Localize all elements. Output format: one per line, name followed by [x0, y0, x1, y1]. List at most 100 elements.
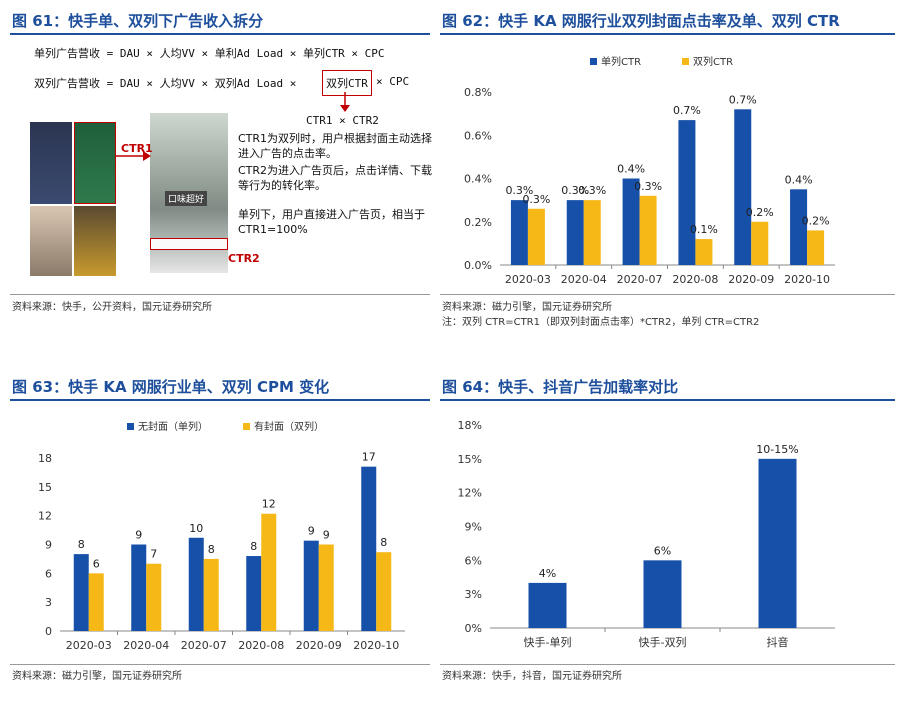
bar-series1 [566, 200, 584, 265]
bar-series2 [807, 230, 825, 265]
y-tick-label: 0.6% [464, 129, 492, 142]
bar-series2 [527, 208, 545, 265]
fig61-title-rule [10, 33, 430, 35]
legend-swatch [682, 58, 689, 65]
data-label: 6% [654, 544, 671, 557]
x-tick-label: 2020-08 [238, 639, 284, 652]
fig62-note: 注：双列 CTR=CTR1（即双列封面点击率）*CTR2，单列 CTR=CTR2 [442, 317, 760, 328]
data-label: 0.2% [746, 206, 774, 219]
bar-series1 [643, 560, 682, 628]
bar-series1 [790, 189, 808, 265]
data-label: 4% [539, 567, 556, 580]
fig61-formula-single: 单列广告营收 = DAU × 人均VV × 单利Ad Load × 单列CTR … [34, 47, 385, 60]
data-label: 0.7% [729, 93, 757, 106]
data-label: 0.7% [673, 104, 701, 117]
data-label: 6 [93, 557, 100, 570]
fig63-title-rule [10, 399, 430, 401]
y-tick-label: 6 [45, 567, 52, 580]
legend-swatch [127, 423, 134, 430]
fig61-ctr-product: CTR1 × CTR2 [306, 114, 379, 127]
y-tick-label: 6% [465, 554, 482, 567]
data-label: 0.3% [634, 180, 662, 193]
y-tick-label: 18% [458, 419, 482, 432]
y-tick-label: 12 [38, 510, 52, 523]
fig61-ctr1-arrow [116, 151, 151, 161]
bar-series1 [734, 109, 752, 265]
data-label: 10-15% [756, 443, 798, 456]
fig63-title: 图 63：快手 KA 网服行业单、双列 CPM 变化 [12, 378, 330, 396]
data-label: 0.4% [785, 173, 813, 186]
x-tick-label: 2020-10 [784, 273, 830, 286]
bar-series2 [583, 200, 601, 265]
fig61-title: 图 61：快手单、双列下广告收入拆分 [12, 12, 264, 30]
bar-series1 [188, 537, 204, 631]
fig61-image-caption: 口味超好 [165, 191, 208, 206]
fig61-note-ctr2: CTR2为进入广告页后，点击详情、下载等行为的转化率。 [238, 164, 433, 192]
y-tick-label: 15% [458, 453, 482, 466]
bar-series2 [639, 195, 657, 265]
y-tick-label: 0.4% [464, 173, 492, 186]
bar-series2 [376, 552, 392, 631]
data-label: 7 [150, 548, 157, 561]
x-tick-label: 2020-04 [561, 273, 607, 286]
bar-series1 [528, 582, 567, 628]
data-label: 0.3% [505, 184, 533, 197]
y-tick-label: 9 [45, 539, 52, 552]
y-tick-label: 3 [45, 596, 52, 609]
fig64-chart: 0% 3% 6% 9% 12% 15% 18% 快手-单列 快手-双列 抖音 4% 6% 10-15% [458, 419, 835, 649]
fig61-ctr1-label: CTR1 [121, 142, 153, 155]
bar-series1 [361, 466, 377, 631]
bar-series2 [88, 573, 104, 631]
fig61-note-ctr1: CTR1为双列时，用户根据封面主动选择进入广告的点击率。 [238, 132, 433, 160]
legend-swatch [243, 423, 250, 430]
x-tick-label: 2020-03 [505, 273, 551, 286]
fig61-screenshot-tile-ad [74, 122, 116, 204]
fig61-screenshot-tile [30, 122, 72, 204]
y-tick-label: 0 [45, 625, 52, 638]
y-tick-label: 12% [458, 487, 482, 500]
bar-series1 [131, 544, 147, 631]
data-label: 0.1% [690, 223, 718, 236]
fig64-title-rule [440, 399, 895, 401]
fig63-source: 资料来源：磁力引擎，国元证券研究所 [12, 671, 182, 682]
data-label: 10 [189, 522, 203, 535]
x-tick-label: 2020-07 [181, 639, 227, 652]
bar-series1 [510, 200, 528, 265]
data-label: 17 [362, 451, 376, 464]
fig61-source-rule [10, 294, 430, 295]
fig63-chart: 0 3 6 9 12 15 18 2020-03 2020-04 2020-07 2020-08 20… [38, 420, 405, 652]
data-label: 0.3% [561, 184, 589, 197]
fig61-double-ctr-box: 双列CTR [322, 70, 372, 96]
fig64-source-rule [440, 664, 895, 665]
data-label: 9 [308, 525, 315, 538]
data-label: 8 [78, 538, 85, 551]
bar-series2 [146, 563, 162, 631]
fig61-note-single: 单列下，用户直接进入广告页，相当于CTR1=100% [238, 208, 425, 236]
fig61-down-arrow [340, 92, 350, 112]
x-tick-label: 快手-双列 [639, 635, 687, 649]
fig62-chart: 0.0% 0.2% 0.4% 0.6% 0.8% 2020-03 2020-04 2020-0… [464, 55, 835, 286]
x-tick-label: 2020-10 [353, 639, 399, 652]
x-tick-label: 2020-07 [617, 273, 663, 286]
bar-series2 [318, 544, 334, 631]
fig61-formula-double: 双列广告营收 = DAU × 人均VV × 双列Ad Load × [34, 77, 297, 90]
bar-series1 [758, 458, 797, 628]
y-tick-label: 0% [465, 622, 482, 635]
fig62-title: 图 62：快手 KA 网服行业双列封面点击率及单、双列 CTR [442, 12, 840, 30]
legend-label: 有封面（双列） [254, 420, 324, 433]
data-label: 12 [262, 498, 276, 511]
x-tick-label: 2020-08 [672, 273, 718, 286]
bar-series1 [246, 556, 262, 631]
data-label: 0.2% [802, 214, 830, 227]
bar-series1 [678, 120, 696, 265]
data-label: 8 [208, 543, 215, 556]
bar-series1 [622, 178, 640, 265]
data-label: 0.3% [578, 184, 606, 197]
fig61-formula-double-tail: × CPC [376, 75, 410, 88]
fig61-screenshot-tile-food [74, 206, 116, 276]
fig61-source: 资料来源：快手，公开资料，国元证券研究所 [12, 302, 212, 313]
bar-series2 [261, 513, 277, 631]
fig61-ctr2-label: CTR2 [228, 252, 260, 265]
fig63-source-rule [10, 664, 430, 665]
x-tick-label: 2020-09 [296, 639, 342, 652]
